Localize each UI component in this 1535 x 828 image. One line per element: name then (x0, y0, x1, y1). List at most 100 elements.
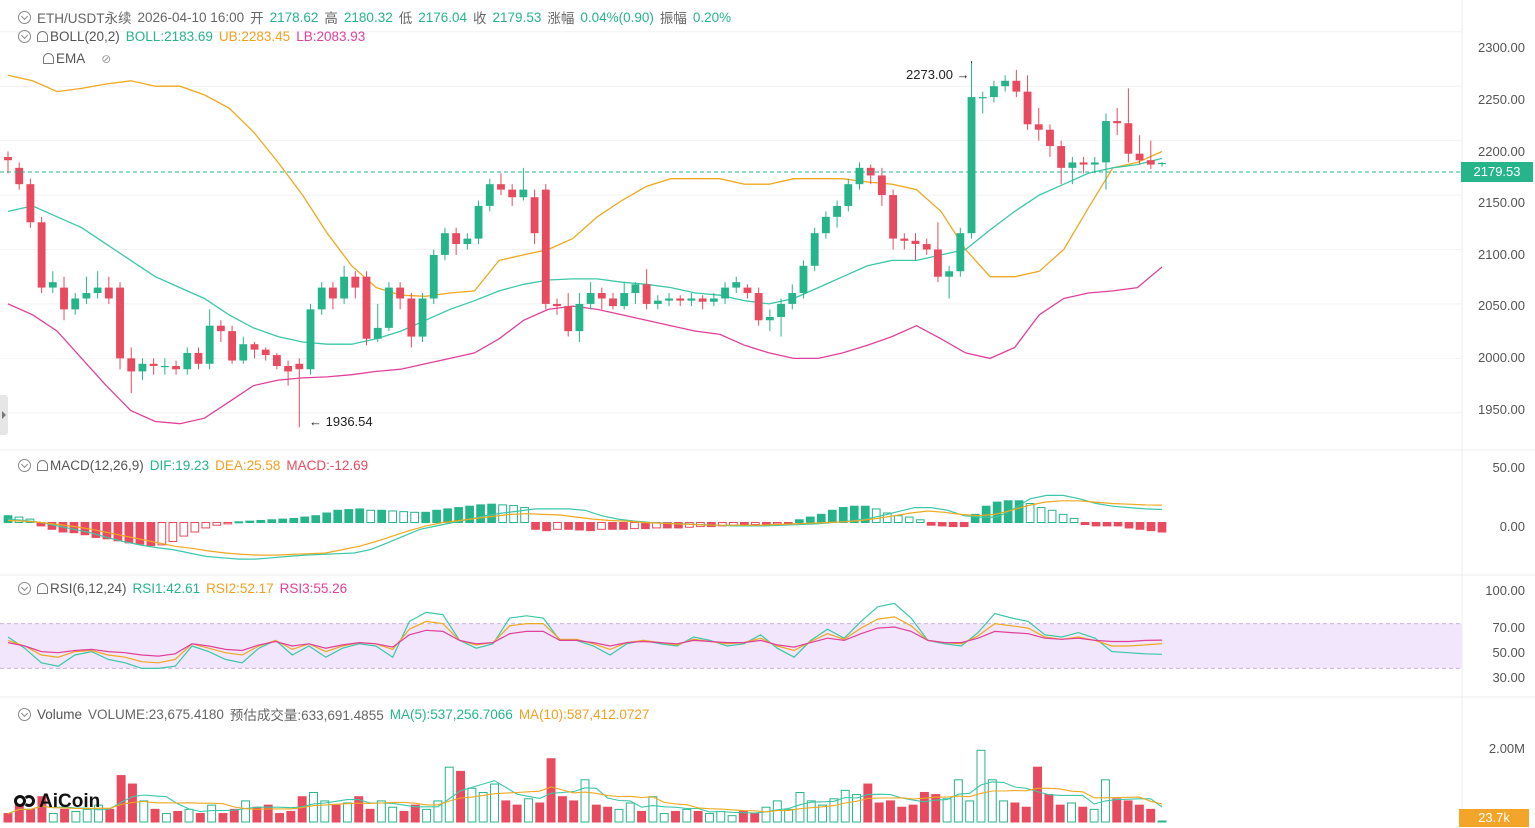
macd-bar (1014, 500, 1024, 523)
volume-bar (603, 806, 613, 823)
volume-bar (704, 813, 714, 823)
candle-body (553, 303, 561, 307)
bell-icon[interactable] (37, 583, 48, 594)
macd-collapse-icon[interactable] (18, 459, 31, 472)
volume-bar (501, 800, 511, 823)
volume-bar (320, 800, 330, 823)
volume-bar (1021, 806, 1031, 823)
candle-body (1124, 123, 1133, 154)
bell-icon[interactable] (43, 53, 54, 64)
bell-icon[interactable] (37, 31, 48, 42)
macd-bar (300, 516, 310, 523)
macd-bar (542, 522, 551, 532)
volume-bar (207, 804, 217, 823)
macd-dea-value: DEA:25.58 (215, 458, 281, 473)
volume-bar (139, 800, 149, 823)
rsi-axis-label: 70.00 (1492, 620, 1525, 635)
low-annotation-value: 1936.54 (325, 414, 373, 429)
volume-bar (229, 808, 239, 823)
macd-bar (849, 505, 859, 524)
macd-bar (1157, 522, 1167, 533)
volume-bar (852, 794, 861, 823)
boll-legend: BOLL(20,2) BOLL:2183.69 UB:2283.45 LB:20… (18, 29, 365, 44)
candle-body (642, 284, 651, 304)
candle-body (754, 293, 763, 321)
volume-value: VOLUME:23,675.4180 (88, 706, 224, 722)
candle-body (1057, 146, 1066, 168)
macd-bar (256, 519, 266, 524)
rsi2-value: RSI2:52.17 (206, 581, 274, 596)
macd-bar (267, 519, 277, 523)
candle-body (60, 287, 68, 310)
candle-body (452, 233, 461, 245)
candle-body (665, 298, 673, 301)
candle-body (183, 352, 192, 370)
macd-bar (135, 522, 145, 545)
eye-hidden-icon[interactable]: ⊘ (101, 51, 112, 66)
arrow-right-icon: → (956, 67, 970, 82)
boll-lb-line (7, 266, 1163, 425)
volume-ma10-line (7, 786, 1163, 815)
candle-body (1113, 121, 1122, 124)
rsi-collapse-icon[interactable] (18, 582, 31, 595)
candle-body (810, 233, 819, 266)
candles (4, 61, 1166, 428)
volume-collapse-icon[interactable] (18, 707, 31, 721)
boll-collapse-icon[interactable] (18, 30, 31, 43)
volume-bar (410, 804, 420, 823)
volume-bar (1146, 808, 1156, 823)
aicoin-logo: AiCoin (14, 791, 100, 813)
candle-body (877, 175, 886, 196)
rsi1-value: RSI1:42.61 (132, 581, 201, 596)
volume-bar (309, 791, 318, 823)
volume-ma5-value: MA(5):537,256.7066 (389, 706, 513, 722)
side-panel-handle[interactable] (0, 395, 8, 435)
macd-bar (113, 522, 123, 542)
volume-bar (241, 800, 251, 823)
volume-bar (965, 800, 975, 823)
boll-lines (7, 74, 1163, 425)
open-label: 开 (250, 11, 264, 26)
volume-legend: Volume VOLUME:23,675.4180 预估成交量:633,691.… (18, 704, 649, 724)
volume-bar (987, 779, 997, 823)
candle-body (956, 233, 965, 272)
volume-bar (1010, 802, 1020, 823)
volume-bar (546, 758, 556, 823)
volume-bar (863, 783, 873, 823)
volume-bar (286, 810, 296, 823)
bell-icon[interactable] (37, 460, 48, 471)
volume-bar (761, 806, 771, 823)
macd-bar (1146, 522, 1156, 532)
rsi3-line (7, 626, 1163, 657)
volume-bar (48, 813, 58, 823)
volume-bar (218, 813, 228, 823)
volume-bar (818, 804, 828, 823)
volume-bar (659, 813, 669, 823)
volume-ma10-value: MA(10):587,412.0727 (518, 706, 650, 722)
macd-bar (970, 513, 980, 523)
price-axis-label: 2150.00 (1478, 195, 1525, 210)
volume-bar (94, 804, 103, 823)
candle-body (777, 303, 785, 317)
macd-bar (761, 522, 771, 526)
candle-body (317, 287, 326, 310)
volume-bar (82, 808, 92, 823)
macd-bar (1102, 522, 1112, 527)
macd-bar (388, 510, 398, 524)
macd-bar (575, 522, 584, 531)
volume-bar (1112, 798, 1122, 823)
volume-bar (388, 806, 398, 823)
low-label: 低 (398, 11, 413, 26)
macd-bar (674, 522, 683, 529)
volume-bar (591, 804, 601, 823)
logo-text: AiCoin (39, 791, 101, 812)
candle-body (82, 293, 91, 299)
volume-bar (478, 791, 488, 823)
candle-body (1135, 153, 1144, 161)
collapse-toggle-icon[interactable] (18, 10, 31, 24)
macd-bar (597, 522, 606, 530)
volume-bar (173, 810, 183, 823)
volume-bar (1078, 806, 1088, 823)
